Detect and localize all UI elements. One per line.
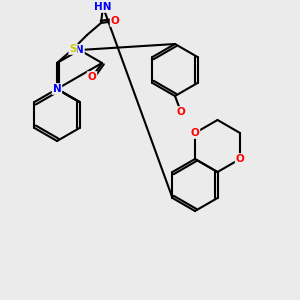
Text: N: N xyxy=(52,84,62,94)
Text: O: O xyxy=(88,72,96,82)
Text: O: O xyxy=(236,154,244,164)
Text: O: O xyxy=(111,16,119,26)
Text: O: O xyxy=(190,128,200,138)
Text: HN: HN xyxy=(94,2,112,12)
Text: N: N xyxy=(75,45,84,55)
Text: O: O xyxy=(177,107,185,117)
Text: S: S xyxy=(69,44,77,54)
